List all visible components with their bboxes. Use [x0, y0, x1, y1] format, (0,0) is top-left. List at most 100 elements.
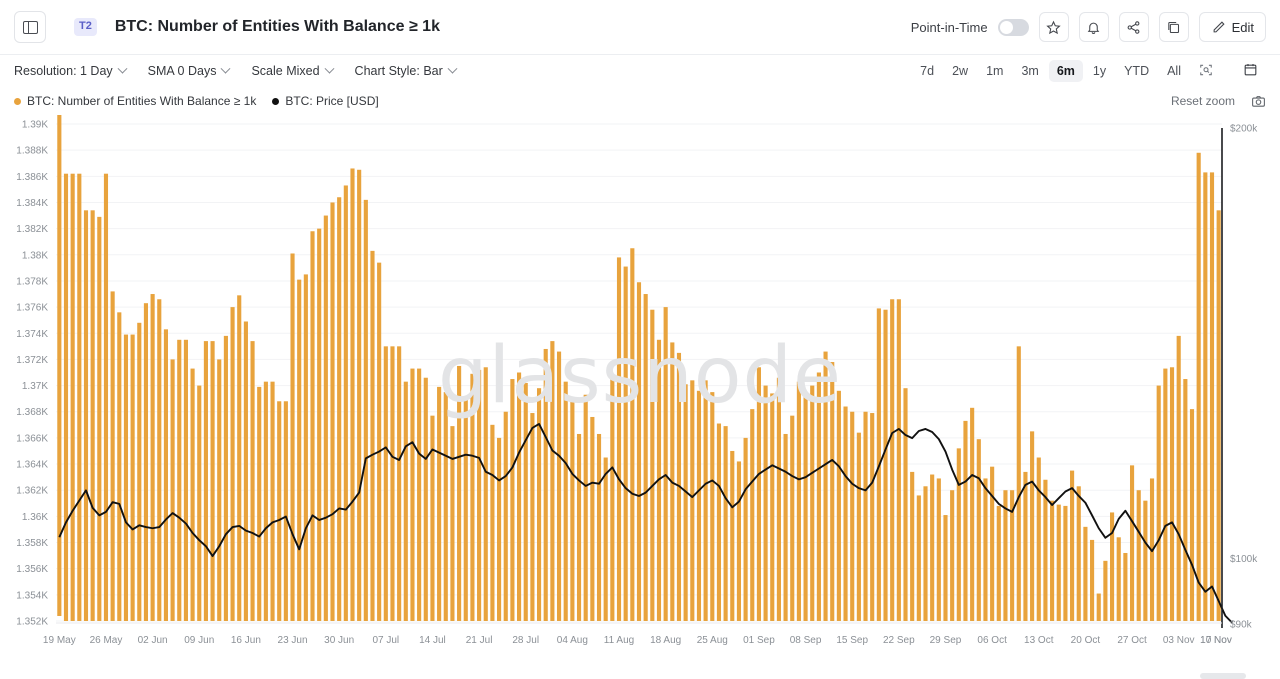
- bar: [523, 382, 528, 621]
- calendar-button[interactable]: [1235, 58, 1266, 84]
- x-axis-tick-label: 13 Oct: [1024, 635, 1054, 646]
- bar: [1003, 490, 1008, 621]
- time-range-selector: 7d 2w 1m 3m 6m 1y YTD All: [912, 58, 1266, 84]
- bar: [603, 457, 608, 621]
- bar: [1010, 490, 1015, 621]
- bar: [810, 385, 815, 621]
- bar: [1023, 471, 1028, 621]
- range-ytd[interactable]: YTD: [1124, 64, 1150, 78]
- alerts-button[interactable]: [1078, 12, 1109, 42]
- chevron-down-icon: [221, 63, 231, 74]
- range-1y[interactable]: 1y: [1092, 64, 1107, 78]
- chart-legend: BTC: Number of Entities With Balance ≥ 1…: [0, 87, 1280, 115]
- bar: [843, 406, 848, 621]
- range-3m[interactable]: 3m: [1021, 64, 1039, 78]
- legend-color-swatch: [14, 97, 21, 105]
- x-axis-tick-label: 28 Jul: [512, 635, 539, 646]
- bar: [816, 372, 821, 621]
- legend-item-price[interactable]: BTC: Price [USD]: [272, 94, 379, 108]
- bar: [457, 365, 462, 621]
- favorite-button[interactable]: [1038, 12, 1069, 42]
- edit-button[interactable]: Edit: [1198, 12, 1266, 42]
- bar: [463, 398, 468, 621]
- scale-dropdown[interactable]: Scale Mixed: [251, 63, 334, 78]
- bar: [383, 346, 388, 621]
- y2-axis-tick-label: $100k: [1230, 554, 1258, 565]
- bar: [150, 294, 155, 621]
- bar: [583, 394, 588, 621]
- y-axis-tick-label: 1.356K: [16, 564, 48, 575]
- bar: [310, 231, 315, 621]
- bar: [790, 415, 795, 621]
- bar: [1050, 500, 1055, 621]
- reset-zoom-button[interactable]: Reset zoom: [1170, 94, 1235, 108]
- bar: [710, 392, 715, 621]
- bar: [237, 295, 242, 621]
- y-axis-tick-label: 1.388K: [16, 146, 48, 157]
- y-axis-tick-label: 1.366K: [16, 433, 48, 444]
- sma-dropdown[interactable]: SMA 0 Days: [148, 63, 231, 78]
- share-button[interactable]: [1118, 12, 1149, 42]
- legend-item-entities[interactable]: BTC: Number of Entities With Balance ≥ 1…: [14, 94, 256, 108]
- y-axis-tick-label: 1.368K: [16, 407, 48, 418]
- bar: [630, 248, 635, 621]
- screenshot-button[interactable]: [1251, 94, 1266, 109]
- chart-toolbar: Resolution: 1 Day SMA 0 Days Scale Mixed…: [0, 55, 1280, 87]
- chart-area[interactable]: glassnode 1.352K 1.354K 1.356K 1.358K 1.36K 1…: [0, 115, 1280, 679]
- zoom-select-button[interactable]: [1191, 59, 1221, 84]
- bar: [736, 461, 742, 621]
- bar: [636, 282, 642, 621]
- x-axis-tick-label: 04 Aug: [557, 635, 588, 646]
- bar: [623, 266, 628, 621]
- bar: [1123, 552, 1128, 621]
- bar: [343, 185, 348, 621]
- range-7d[interactable]: 7d: [920, 64, 935, 78]
- bar: [250, 341, 255, 621]
- bar: [290, 253, 295, 622]
- chart-svg[interactable]: 1.352K 1.354K 1.356K 1.358K 1.36K 1.362K 1.364…: [0, 115, 1280, 679]
- bar: [616, 257, 622, 621]
- y2-axis-tick-label: $200k: [1230, 124, 1258, 135]
- y-axis-tick-label: 1.372K: [16, 355, 48, 366]
- x-axis-tick-label: 23 Jun: [278, 635, 308, 646]
- bar: [317, 228, 322, 621]
- range-2w[interactable]: 2w: [952, 64, 969, 78]
- chart-style-dropdown[interactable]: Chart Style: Bar: [355, 63, 458, 78]
- bar: [1183, 379, 1188, 621]
- bar: [97, 216, 102, 622]
- x-axis-tick-label: 18 Aug: [650, 635, 681, 646]
- x-axis-tick-label: 03 Nov: [1163, 635, 1195, 646]
- bar: [930, 474, 935, 621]
- range-1m[interactable]: 1m: [986, 64, 1004, 78]
- point-in-time-toggle[interactable]: [997, 18, 1029, 36]
- bar: [1203, 172, 1208, 621]
- x-axis-tick-label: 15 Sep: [836, 635, 868, 646]
- resolution-dropdown[interactable]: Resolution: 1 Day: [14, 63, 128, 78]
- bar: [543, 348, 548, 621]
- range-all[interactable]: All: [1167, 64, 1181, 78]
- bar: [1169, 367, 1175, 621]
- bar: [323, 215, 328, 622]
- x-axis-tick-label: 22 Sep: [883, 635, 915, 646]
- bar: [1030, 431, 1035, 621]
- duplicate-button[interactable]: [1158, 12, 1189, 42]
- bar: [303, 274, 308, 621]
- bar: [1163, 368, 1168, 621]
- horizontal-scrollbar[interactable]: [1200, 673, 1246, 679]
- bar: [990, 466, 995, 621]
- bar: [210, 341, 215, 621]
- bar: [650, 309, 655, 621]
- bar: [1110, 512, 1115, 621]
- bar: [1129, 465, 1135, 621]
- bar: [397, 346, 402, 621]
- range-6m[interactable]: 6m: [1048, 60, 1083, 82]
- panel-toggle-button[interactable]: [14, 11, 46, 43]
- bar: [103, 173, 109, 621]
- x-axis-tick-label: 25 Aug: [697, 635, 728, 646]
- y-axis-tick-label: 1.386K: [16, 172, 48, 183]
- bar: [403, 381, 408, 621]
- bar: [536, 388, 542, 621]
- bar: [1063, 505, 1068, 621]
- bar: [83, 210, 89, 621]
- bar: [430, 415, 435, 621]
